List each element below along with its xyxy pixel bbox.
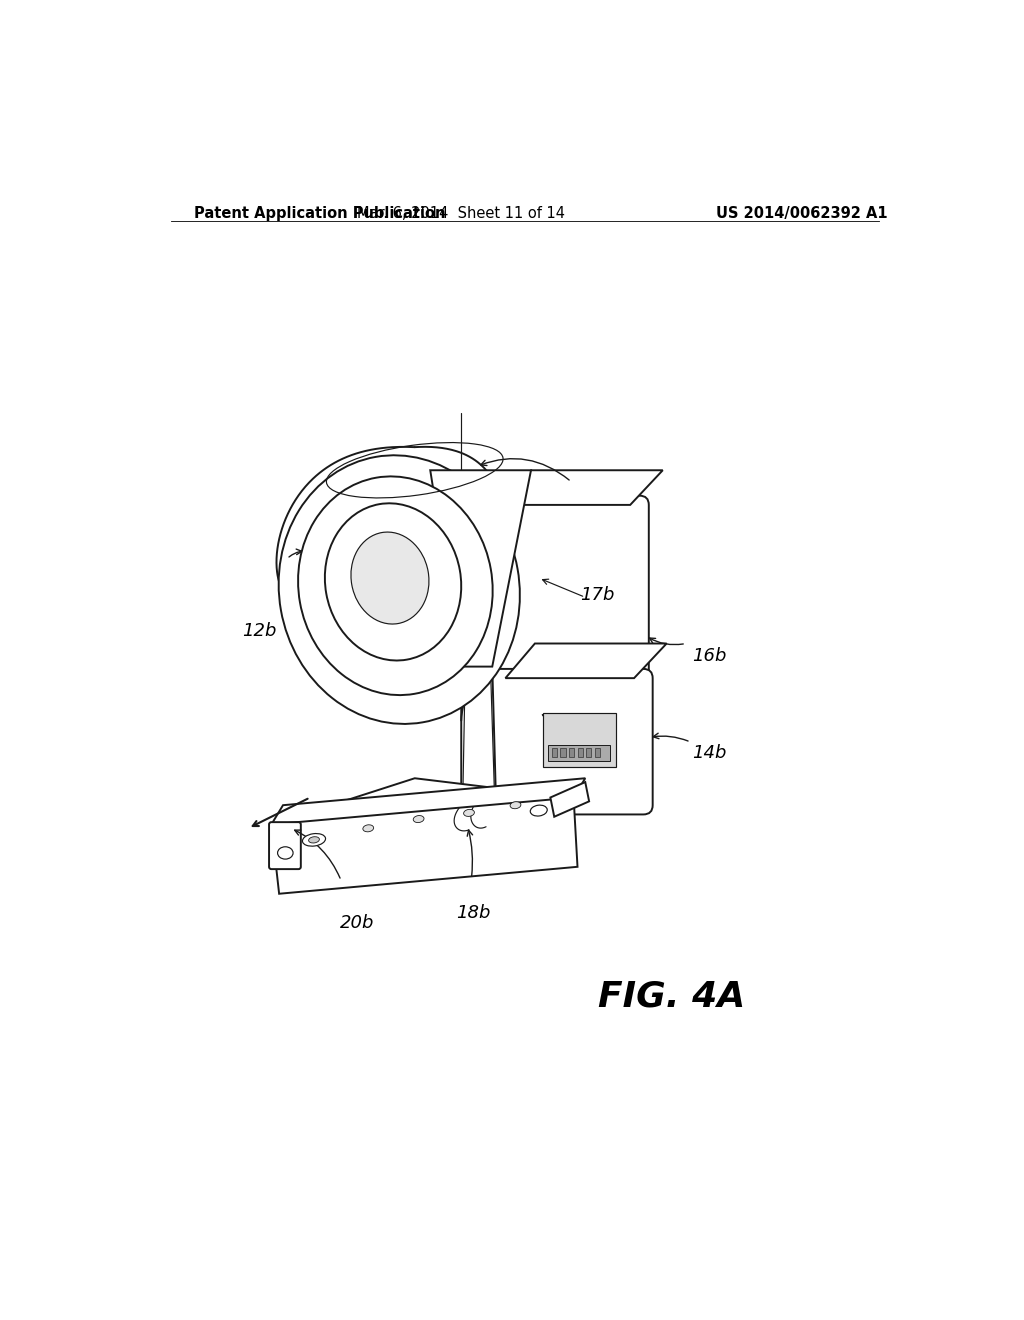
Text: 17b: 17b	[580, 586, 614, 605]
Ellipse shape	[530, 805, 547, 816]
Bar	[560, 748, 566, 758]
Bar	[543, 713, 616, 767]
Ellipse shape	[362, 825, 374, 832]
FancyBboxPatch shape	[483, 496, 649, 692]
Polygon shape	[430, 470, 531, 667]
Text: 16b: 16b	[692, 647, 726, 665]
Text: 12b: 12b	[243, 622, 276, 640]
FancyBboxPatch shape	[269, 822, 301, 869]
Ellipse shape	[510, 801, 521, 809]
Polygon shape	[550, 781, 589, 817]
Text: Mar. 6, 2014  Sheet 11 of 14: Mar. 6, 2014 Sheet 11 of 14	[357, 206, 565, 222]
Ellipse shape	[351, 532, 429, 624]
Text: 18b: 18b	[456, 904, 490, 921]
Ellipse shape	[279, 455, 520, 723]
Ellipse shape	[302, 833, 326, 846]
Polygon shape	[502, 470, 663, 506]
Bar	[586, 748, 592, 758]
Polygon shape	[271, 779, 586, 825]
Text: US 2014/0062392 A1: US 2014/0062392 A1	[717, 206, 888, 222]
Ellipse shape	[325, 503, 461, 660]
Ellipse shape	[278, 847, 293, 859]
Polygon shape	[461, 667, 496, 809]
Text: FIG. 4A: FIG. 4A	[598, 979, 745, 1014]
Ellipse shape	[414, 816, 424, 822]
Ellipse shape	[464, 809, 474, 816]
Text: Patent Application Publication: Patent Application Publication	[194, 206, 445, 222]
Bar	[578, 748, 583, 758]
Ellipse shape	[298, 477, 493, 696]
Bar	[548, 744, 610, 760]
Bar	[569, 748, 574, 758]
Bar	[595, 748, 600, 758]
Polygon shape	[506, 644, 667, 678]
Ellipse shape	[308, 837, 319, 843]
Polygon shape	[271, 779, 578, 894]
FancyBboxPatch shape	[486, 669, 652, 814]
Text: 14b: 14b	[692, 744, 726, 762]
Bar	[552, 748, 557, 758]
Text: 20b: 20b	[339, 913, 374, 932]
